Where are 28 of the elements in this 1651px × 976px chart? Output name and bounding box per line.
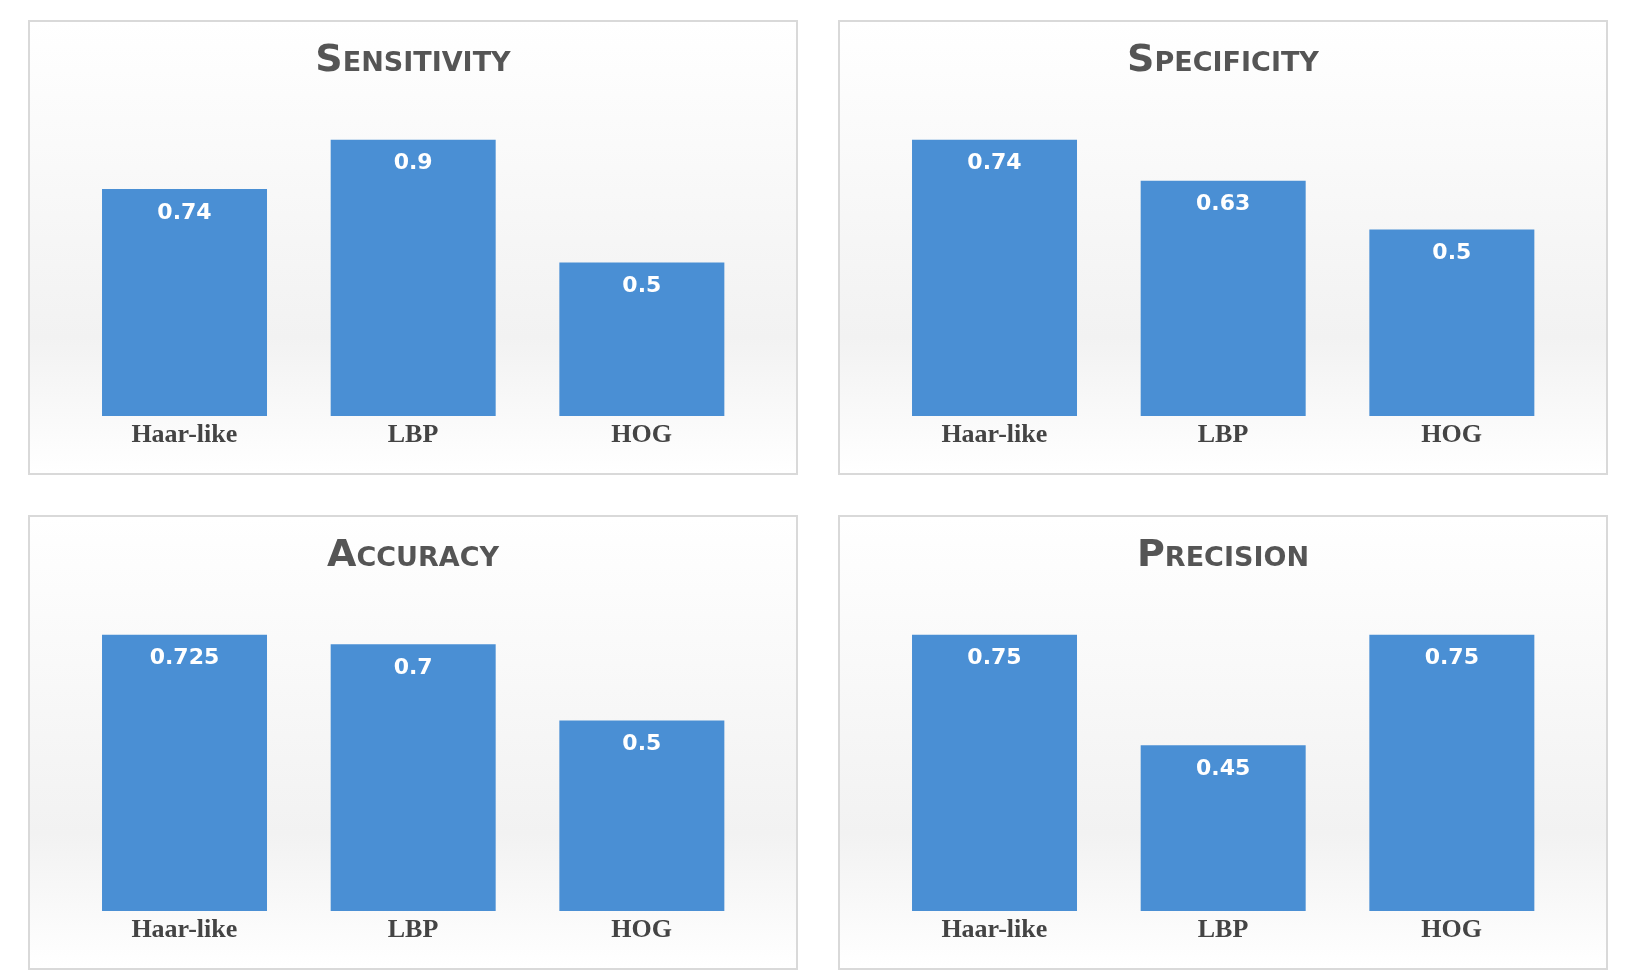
data-label: 0.9 [393,149,433,175]
chart-title: Specificity [1126,36,1320,82]
data-label: 0.75 [1424,644,1479,670]
x-tick-label: Haar-like [131,914,238,944]
x-tick-label: Haar-like [941,419,1048,449]
data-label: 0.74 [967,149,1022,175]
data-label: 0.5 [1432,239,1472,264]
chart-title: Sensitivity [314,36,512,82]
x-tick-label: LBP [387,914,439,944]
x-tick-label: Haar-like [131,419,238,449]
x-tick-label: HOG [611,419,672,449]
x-tick-label: HOG [1421,914,1482,944]
data-label: 0.5 [622,730,662,756]
x-tick-label: LBP [1197,419,1249,449]
chart-title: Precision [1136,531,1310,577]
data-label: 0.63 [1196,190,1251,216]
data-label: 0.5 [622,272,662,298]
data-label: 0.7 [393,653,433,679]
x-tick-label: LBP [387,419,439,449]
chart-title: Accuracy [326,531,500,577]
data-label: 0.75 [967,644,1022,670]
data-label: 0.74 [157,198,212,224]
x-tick-label: LBP [1197,914,1249,944]
x-tick-label: HOG [1421,419,1482,449]
x-tick-label: Haar-like [941,914,1048,944]
x-tick-label: HOG [611,914,672,944]
data-label: 0.45 [1196,754,1251,780]
data-label: 0.725 [149,644,220,670]
